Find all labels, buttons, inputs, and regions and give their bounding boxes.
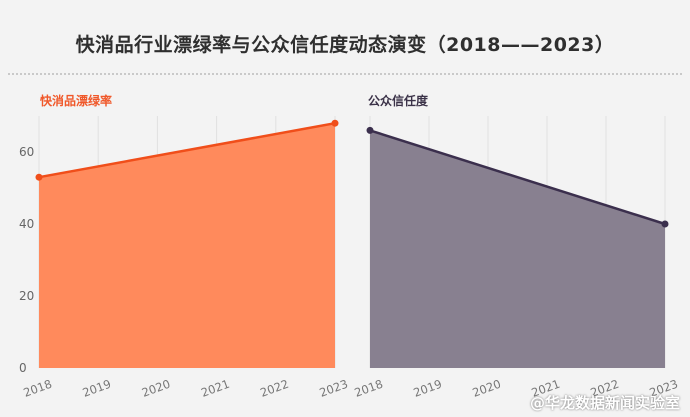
y-tick-label: 20: [19, 289, 34, 303]
chart-title: 快消品行业漂绿率与公众信任度动态演变（2018——2023）: [75, 34, 615, 56]
greenwash-x-tick-label: 2023: [317, 377, 349, 400]
greenwash-point-start: [35, 173, 43, 181]
y-tick-label: 60: [19, 145, 34, 159]
y-tick-label: 0: [19, 361, 27, 375]
greenwash-x-tick-label: 2019: [81, 377, 113, 400]
title-divider: [8, 73, 682, 75]
watermark: @华龙数据新闻实验室: [529, 394, 680, 412]
trust-area: [370, 130, 665, 368]
trust-point-end: [661, 220, 669, 228]
greenwash-x-tick-label: 2018: [21, 377, 53, 400]
greenwash-x-tick-label: 2022: [258, 377, 290, 400]
trust-x-tick-label: 2019: [411, 377, 443, 400]
greenwash-x-tick-label: 2021: [199, 377, 231, 400]
greenwash-area: [39, 123, 335, 368]
greenwash-x-tick-label: 2020: [140, 377, 172, 400]
greenwash-point-end: [331, 119, 339, 127]
left-panel-title: 快消品漂绿率: [40, 94, 113, 108]
trust-point-start: [366, 126, 374, 134]
trust-x-tick-label: 2020: [470, 377, 502, 400]
trust-x-tick-label: 2018: [352, 377, 384, 400]
greenwash-line: [38, 121, 336, 179]
right-panel-title: 公众信任度: [368, 94, 429, 108]
y-tick-label: 40: [19, 217, 34, 231]
trust-line: [369, 129, 666, 226]
